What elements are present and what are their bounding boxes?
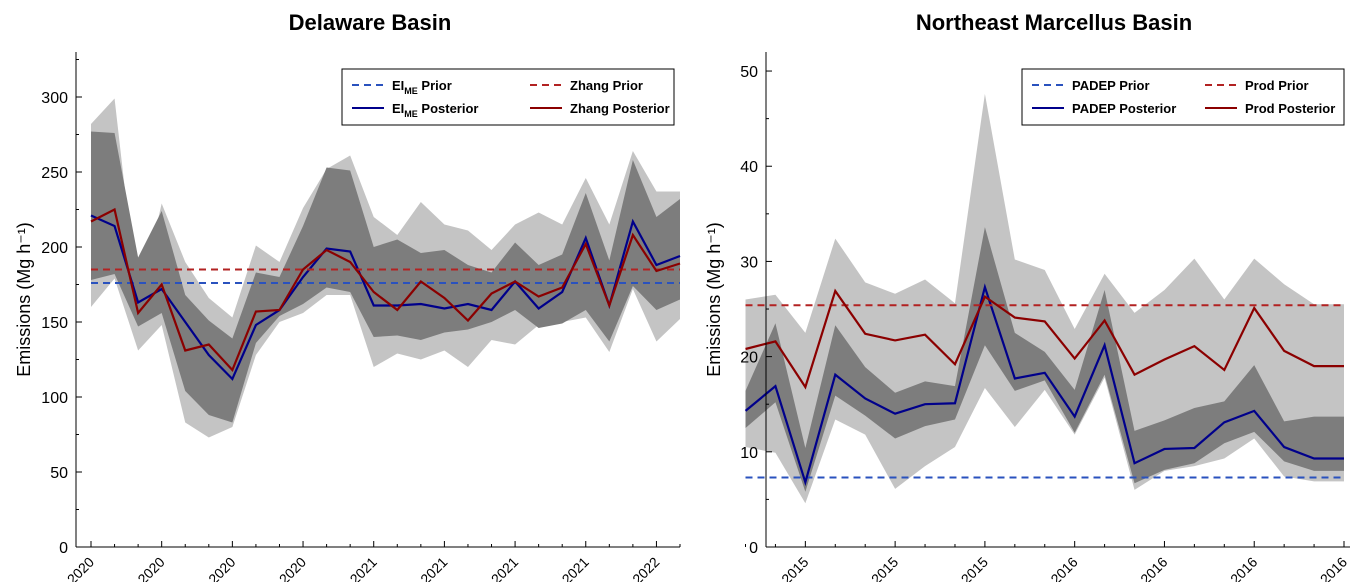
y-tick-label: 300 bbox=[41, 90, 68, 107]
y-tick-label: 50 bbox=[50, 465, 68, 482]
y-tick-label: 10 bbox=[740, 445, 758, 462]
y-tick-label: 0 bbox=[749, 540, 758, 557]
chart-title: Delaware Basin bbox=[289, 10, 452, 35]
uncertainty-band-outer bbox=[745, 93, 1344, 504]
y-tick-label: 150 bbox=[41, 315, 68, 332]
legend-label: Prod Posterior bbox=[1245, 101, 1335, 116]
y-tick-label: 20 bbox=[740, 350, 758, 367]
x-tick-label: Sep 2016 bbox=[1207, 554, 1261, 582]
legend-label: PADEP Posterior bbox=[1072, 101, 1176, 116]
uncertainty-band-inner bbox=[745, 227, 1344, 492]
x-tick-label: Jun 2021 bbox=[398, 554, 450, 582]
x-tick-label: Sep 2015 bbox=[848, 554, 902, 582]
northeast-marcellus-basin-panel: Northeast Marcellus Basin Emissions (Mg h… bbox=[704, 10, 1350, 582]
x-tick-label: Dec 2016 bbox=[1296, 554, 1350, 582]
legend-label: Prod Prior bbox=[1245, 78, 1309, 93]
x-tick-label: Jun 2016 bbox=[1119, 554, 1171, 582]
series-line-ei-me-posterior bbox=[90, 214, 681, 381]
x-tick-label: Sep 2021 bbox=[467, 554, 521, 582]
x-tick-label: Dec 2020 bbox=[255, 554, 309, 582]
x-tick-label: Sep 2020 bbox=[185, 554, 239, 582]
legend-label: Zhang Posterior bbox=[570, 101, 670, 116]
y-tick-label: 50 bbox=[740, 64, 758, 81]
legend-label: PADEP Prior bbox=[1072, 78, 1150, 93]
y-tick-label: 200 bbox=[41, 240, 68, 257]
y-tick-label: 100 bbox=[41, 390, 68, 407]
y-axis-label: Emissions (Mg h⁻¹) bbox=[704, 222, 724, 377]
legend-label: Zhang Prior bbox=[570, 78, 643, 93]
series-line-prod-posterior bbox=[745, 288, 1344, 390]
y-tick-label: 40 bbox=[740, 159, 758, 176]
legend-box bbox=[341, 68, 675, 126]
y-tick-label: 0 bbox=[59, 540, 68, 557]
x-tick-label: Mar 2022 bbox=[609, 554, 662, 582]
x-tick-label: Mar 2016 bbox=[1028, 554, 1081, 582]
x-tick-label: Dec 2021 bbox=[538, 554, 592, 582]
series-line-padep-posterior bbox=[744, 283, 1344, 487]
chart-title: Northeast Marcellus Basin bbox=[916, 10, 1192, 35]
x-tick-label: Mar 2020 bbox=[44, 554, 97, 582]
y-tick-label: 30 bbox=[740, 254, 758, 271]
x-tick-label: Jun 2015 bbox=[759, 554, 811, 582]
y-tick-label: 250 bbox=[41, 165, 68, 182]
uncertainty-band-inner bbox=[91, 131, 680, 423]
series-line-zhang-posterior bbox=[90, 207, 681, 373]
legend-box bbox=[1021, 68, 1345, 126]
x-tick-label: Jun 2020 bbox=[116, 554, 168, 582]
delaware-basin-panel: Delaware Basin Emissions (Mg h⁻¹) 0 50 100 15… bbox=[14, 10, 681, 582]
y-axis-label: Emissions (Mg h⁻¹) bbox=[14, 222, 34, 377]
x-tick-label: Dec 2015 bbox=[937, 554, 991, 582]
x-tick-label: Mar 2021 bbox=[327, 554, 380, 582]
